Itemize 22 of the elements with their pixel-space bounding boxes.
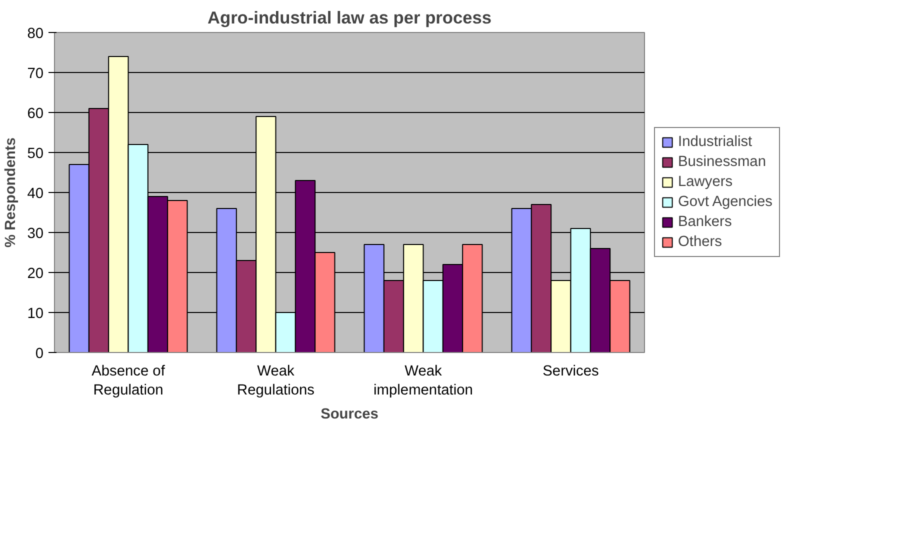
x-tick-label: Services: [542, 364, 599, 380]
y-tick-label: 40: [27, 186, 44, 202]
y-tick-label: 0: [35, 346, 44, 362]
y-axis-title: % Respondents: [3, 138, 20, 248]
y-tick-label: 70: [27, 66, 44, 82]
y-tick-label: 80: [27, 26, 44, 42]
legend-label: Industrialist: [678, 134, 752, 150]
y-tick-label: 60: [27, 106, 44, 122]
legend-label: Bankers: [678, 214, 732, 230]
y-tick-label: 10: [27, 306, 44, 322]
chart-title: Agro-industrial law as per process: [207, 8, 492, 28]
legend-label: Others: [678, 234, 722, 250]
y-tick-label: 30: [27, 226, 44, 242]
y-tick-label: 20: [27, 266, 44, 282]
y-tick-label: 50: [27, 146, 44, 162]
x-tick-label: Weak Regulations: [237, 364, 314, 399]
x-tick-label: Absence of Regulation: [92, 364, 166, 399]
x-tick-label: Weak implementation: [374, 364, 473, 399]
legend-label: Govt Agencies: [678, 194, 773, 210]
x-axis-title: Sources: [320, 406, 378, 423]
legend-label: Businessman: [678, 154, 766, 170]
legend-label: Lawyers: [678, 174, 733, 190]
